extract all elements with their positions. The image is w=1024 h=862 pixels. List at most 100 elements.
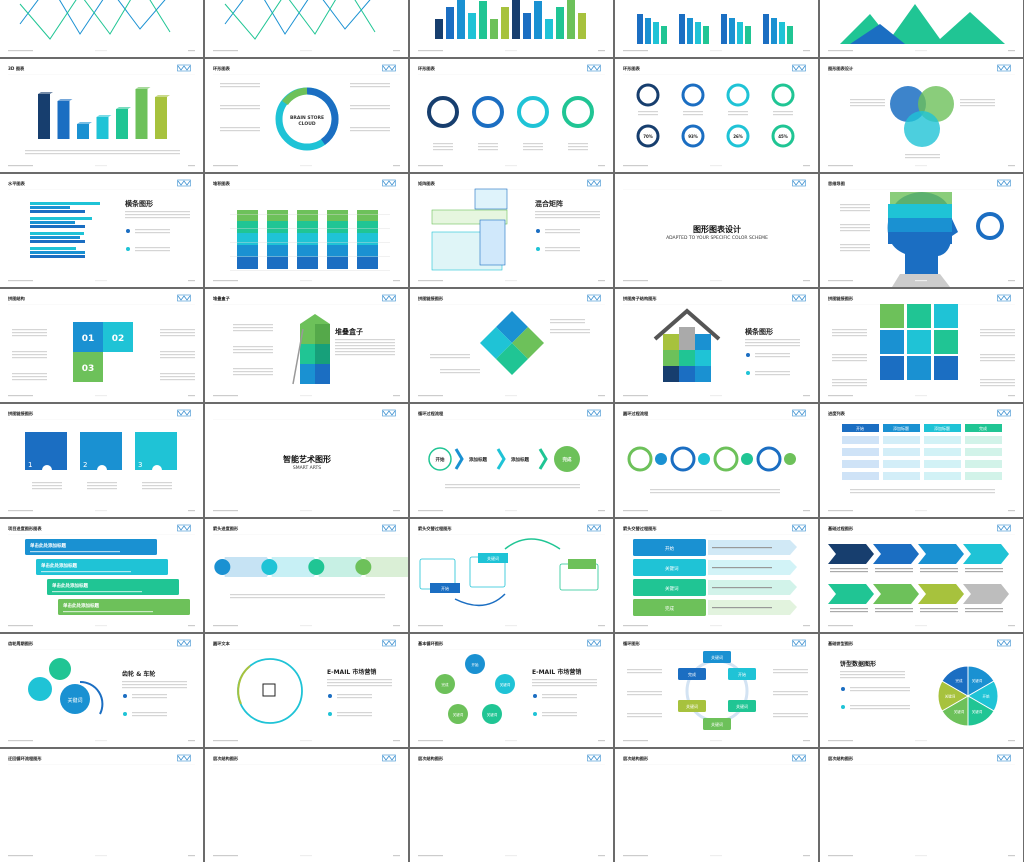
slide-thumbnail[interactable] <box>0 0 203 57</box>
slide-text: 单击此处添加标题 <box>30 542 66 549</box>
slide-text: 关键词 <box>736 703 748 709</box>
logo-icon <box>588 755 601 761</box>
logo-icon <box>588 525 601 531</box>
slide-text: 拼图结构 <box>8 295 25 302</box>
slide-content <box>832 304 1015 386</box>
slide-text: 完成 <box>956 678 964 683</box>
slide-thumbnail[interactable]: 基础饼型图形关键词开始关键词关键词关键词完成饼型数据图形 <box>820 634 1023 747</box>
slide-thumbnail[interactable]: 进度列表开始添加标题添加标题完成 <box>820 404 1023 517</box>
logo-icon <box>383 640 396 646</box>
slide-text: E-MAIL 市场营销 <box>327 668 376 676</box>
slide-text: 添加标题 <box>934 425 950 431</box>
slide-thumbnail[interactable]: 拼图房子结构图形横条图形 <box>615 289 818 402</box>
slide-thumbnail[interactable]: 水平图表横条图形 <box>0 174 203 287</box>
slide-text: 开始 <box>441 585 449 591</box>
slide-text: 关键词 <box>954 709 965 714</box>
slide-text: 思维导图 <box>828 180 845 187</box>
slide-text: 循环过程流程 <box>418 410 444 417</box>
slide-thumbnail[interactable] <box>205 0 408 57</box>
slide-text: 箭头进度图形 <box>213 525 239 532</box>
slide-thumbnail[interactable]: 箭头进度图形 <box>205 519 408 632</box>
slide-text: 齿轮周期图形 <box>8 640 34 647</box>
slide-thumbnail[interactable] <box>820 0 1023 57</box>
slide-content <box>840 192 1002 287</box>
slide-text: 迂回循环流程图形 <box>8 755 42 762</box>
slide-text: 齿轮 & 车轮 <box>122 670 155 678</box>
slide-text: 开始 <box>738 671 746 677</box>
slide-text: 混合矩阵 <box>535 199 563 208</box>
slide-thumbnail[interactable] <box>410 0 613 57</box>
slide-thumbnail[interactable]: 圆环过程流程 <box>615 404 818 517</box>
logo-icon <box>793 295 806 301</box>
slide-text: 70% <box>643 134 653 139</box>
logo-icon <box>588 180 601 186</box>
slide-text: 层次结构图形 <box>623 755 649 762</box>
slide-thumbnail[interactable]: 图形图表设计 <box>820 59 1023 172</box>
slide-text: 矩阵图表 <box>417 180 436 187</box>
slide-thumbnail[interactable]: 堆积图表 <box>205 174 408 287</box>
slide-thumbnail[interactable]: 拼图链接图形 <box>820 289 1023 402</box>
slide-thumbnail[interactable]: 层次结构图形 <box>410 749 613 862</box>
slide-text: 关键词 <box>67 697 82 704</box>
slide-text: 层次结构图形 <box>213 755 239 762</box>
logo-icon <box>793 410 806 416</box>
logo-icon <box>793 65 806 71</box>
slide-content: 开始添加标题添加标题完成 <box>429 446 580 488</box>
logo-icon <box>383 755 396 761</box>
slide-content <box>850 86 995 158</box>
slide-thumbnail[interactable]: 基础过程图形 <box>820 519 1023 632</box>
logo-icon <box>178 755 191 761</box>
slide-text: 堆积图表 <box>213 180 231 187</box>
slide-text: 开始 <box>983 694 991 699</box>
slide-text: E-MAIL 市场营销 <box>532 668 581 676</box>
logo-icon <box>588 640 601 646</box>
slide-content: 堆叠盒子 <box>233 314 395 384</box>
slide-content: 混合矩阵 <box>432 189 600 270</box>
slide-thumbnail[interactable]: 拼图链接图形 <box>410 289 613 402</box>
logo-icon <box>588 410 601 416</box>
logo-icon <box>383 65 396 71</box>
slide-thumbnail[interactable]: 层次结构图形 <box>615 749 818 862</box>
slide-thumbnail[interactable] <box>615 0 818 57</box>
slide-thumbnail[interactable]: 齿轮周期图形关键词 齿轮 & 车轮 <box>0 634 203 747</box>
slide-text: 完成 <box>979 425 987 431</box>
slide-thumbnail[interactable]: 堆叠盒子堆叠盒子 <box>205 289 408 402</box>
slide-thumbnail[interactable]: 循环过程流程开始添加标题添加标题完成 <box>410 404 613 517</box>
slide-thumbnail[interactable]: 思维导图 <box>820 174 1023 287</box>
slide-text: 箭头交替过程图形 <box>418 525 452 532</box>
slide-thumbnail[interactable]: 环形图表 <box>410 59 613 172</box>
slide-thumbnail[interactable]: 箭头交替过程图形开始关键词关键词完成 <box>615 519 818 632</box>
slide-text: 关键词 <box>972 678 983 683</box>
logo-icon <box>178 295 191 301</box>
slide-text: 水平图表 <box>8 180 26 187</box>
logo-icon <box>383 525 396 531</box>
slide-thumbnail[interactable]: 箭头交替过程图形开始关键词 <box>410 519 613 632</box>
slide-thumbnail[interactable]: 项目进度图形图表单击此处添加标题单击此处添加标题单击此处添加标题单击此处添加标题 <box>0 519 203 632</box>
slide-text: 项目进度图形图表 <box>8 525 42 532</box>
logo-icon <box>178 640 191 646</box>
slide-thumbnail[interactable]: 层次结构图形 <box>205 749 408 862</box>
slide-thumbnail[interactable]: 循环图形关键词开始关键词关键词关键词完成 <box>615 634 818 747</box>
slide-thumbnail[interactable]: 3D 图表 <box>0 59 203 172</box>
slide-thumbnail[interactable]: 迂回循环流程图形 <box>0 749 203 862</box>
slide-thumbnail[interactable]: 层次结构图形 <box>820 749 1023 862</box>
slide-text: 开始 <box>472 662 480 667</box>
slide-text: 关键词 <box>500 682 511 687</box>
slide-text: 层次结构图形 <box>828 755 854 762</box>
slide-text: 拼图链接图形 <box>828 295 854 302</box>
slide-thumbnail[interactable]: 矩阵图表混合矩阵 <box>410 174 613 287</box>
